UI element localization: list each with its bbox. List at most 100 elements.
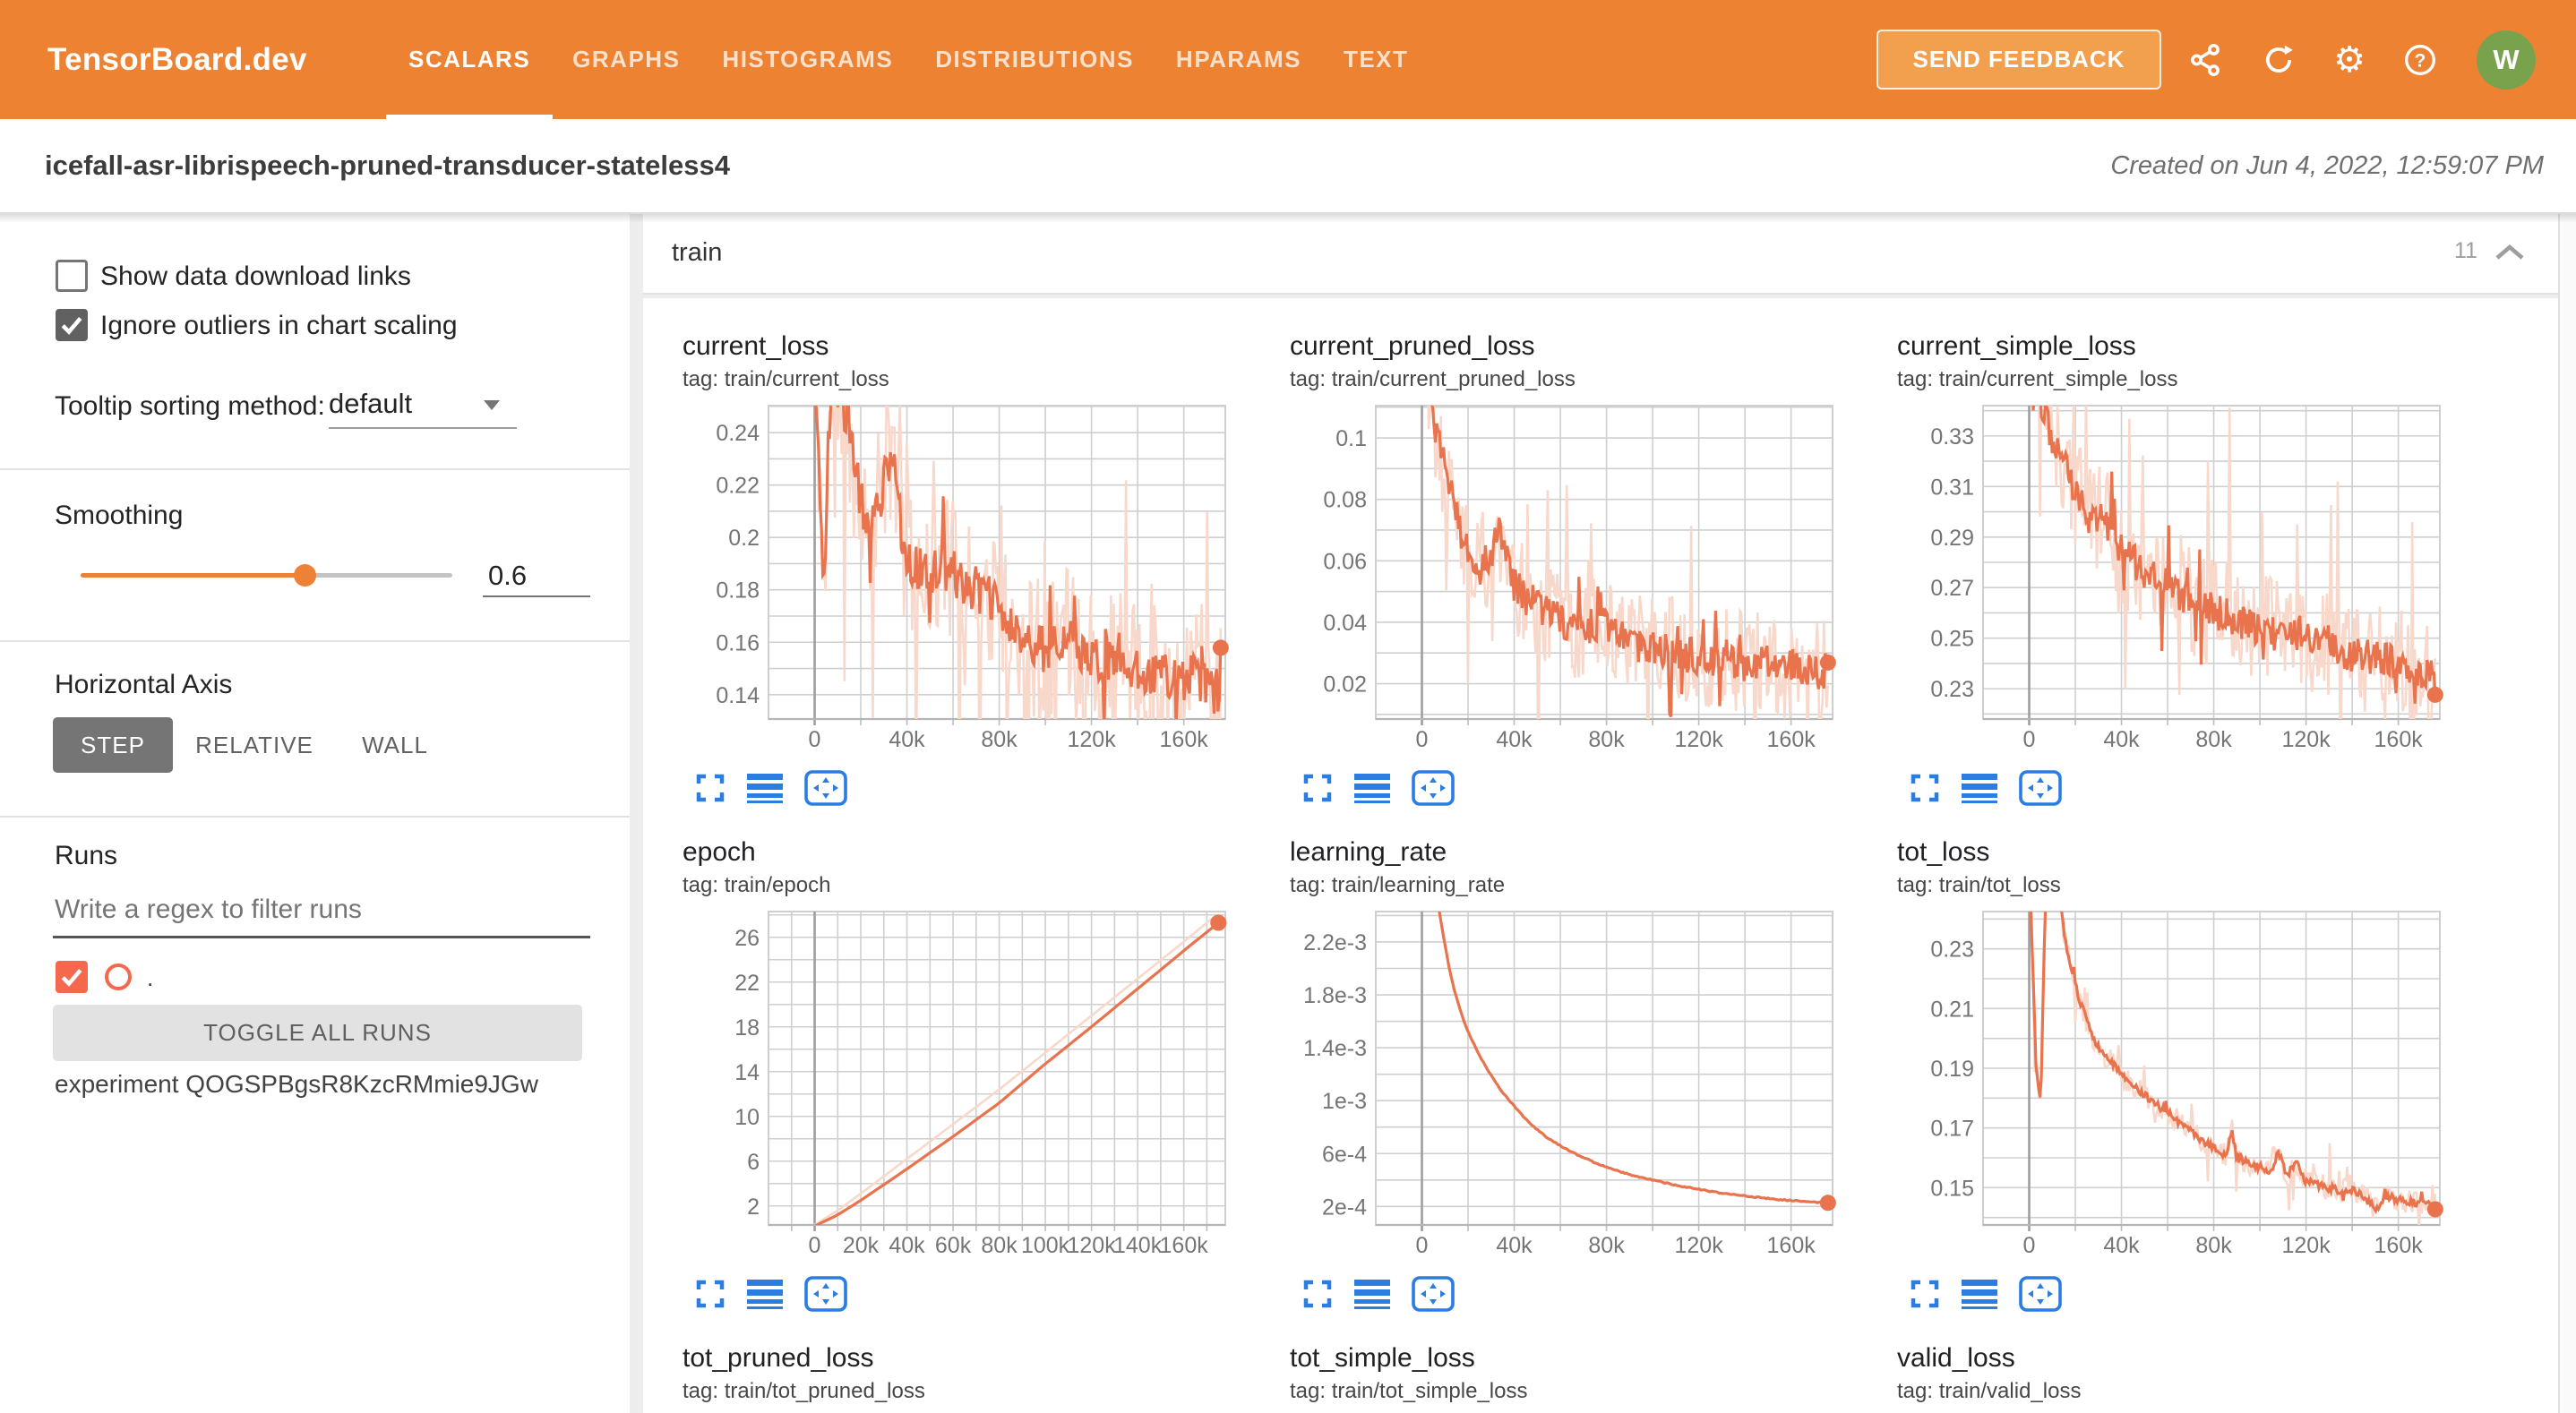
- share-icon[interactable]: [2188, 43, 2222, 77]
- toggle-all-runs-button[interactable]: TOGGLE ALL RUNS: [53, 1005, 582, 1061]
- svg-text:0.23: 0.23: [1930, 677, 1974, 702]
- haxis-wall-button[interactable]: WALL: [362, 731, 428, 758]
- svg-text:80k: 80k: [981, 1233, 1018, 1258]
- svg-text:0.23: 0.23: [1930, 938, 1974, 963]
- chart-toolbar: [1910, 768, 2062, 808]
- run-name: .: [147, 964, 154, 991]
- fit-domain-icon[interactable]: [804, 1276, 847, 1312]
- expand-chart-icon[interactable]: [1302, 1279, 1333, 1309]
- runs-label: Runs: [55, 841, 118, 870]
- svg-text:0.02: 0.02: [1323, 672, 1367, 698]
- data-table-icon[interactable]: [1354, 773, 1390, 803]
- svg-text:120k: 120k: [1067, 1233, 1116, 1258]
- data-table-icon[interactable]: [1354, 1279, 1390, 1309]
- tab-graphs[interactable]: GRAPHS: [572, 46, 681, 73]
- svg-text:0.16: 0.16: [716, 630, 760, 655]
- chart-card: current_loss tag: train/current_loss 0.2…: [683, 322, 1274, 824]
- collapse-chevron-icon[interactable]: [2494, 243, 2526, 267]
- data-table-icon[interactable]: [747, 773, 783, 803]
- fit-domain-icon[interactable]: [2019, 770, 2062, 806]
- svg-text:20k: 20k: [843, 1233, 880, 1258]
- chart-card: tot_pruned_loss tag: train/tot_pruned_lo…: [683, 1334, 1274, 1413]
- svg-text:0.29: 0.29: [1930, 526, 1974, 551]
- chart-card: current_pruned_loss tag: train/current_p…: [1290, 322, 1881, 824]
- chart-plot[interactable]: 2.2e-3 1.8e-3 1.4e-3 1e-3 6e-4 2e-4 0 40k 80k 120…: [1290, 903, 1877, 1264]
- svg-text:60k: 60k: [935, 1233, 972, 1258]
- smoothing-slider[interactable]: [81, 564, 452, 587]
- slider-knob[interactable]: [294, 564, 316, 587]
- tooltip-sorting-select[interactable]: default: [329, 388, 413, 419]
- run-color-swatch[interactable]: [105, 963, 132, 990]
- fit-domain-icon[interactable]: [1412, 770, 1455, 806]
- tab-hparams[interactable]: HPARAMS: [1175, 46, 1301, 73]
- fit-domain-icon[interactable]: [1412, 1276, 1455, 1312]
- chart-title: current_pruned_loss: [1290, 331, 1535, 361]
- svg-text:40k: 40k: [1496, 1233, 1533, 1258]
- tab-histograms[interactable]: HISTOGRAMS: [722, 46, 894, 73]
- chart-plot[interactable]: 0.24 0.22 0.2 0.18 0.16 0.14 0 40k 80k 120k 160k: [683, 397, 1270, 758]
- train-section-header[interactable]: train 11: [643, 212, 2558, 295]
- haxis-step-button[interactable]: STEP: [53, 717, 173, 773]
- smoothing-value[interactable]: 0.6: [488, 560, 528, 591]
- data-table-icon[interactable]: [1962, 773, 1997, 803]
- data-table-icon[interactable]: [747, 1279, 783, 1309]
- fit-domain-icon[interactable]: [804, 770, 847, 806]
- svg-text:40k: 40k: [2103, 1233, 2140, 1258]
- expand-chart-icon[interactable]: [1910, 773, 1940, 803]
- svg-text:0.15: 0.15: [1930, 1176, 1974, 1201]
- chart-title: tot_loss: [1897, 837, 1990, 867]
- help-icon[interactable]: ?: [2403, 43, 2437, 77]
- chart-title: valid_loss: [1897, 1343, 2015, 1373]
- svg-text:0.2: 0.2: [728, 526, 760, 551]
- tab-distributions[interactable]: DISTRIBUTIONS: [935, 46, 1134, 73]
- ignore-outliers-checkbox[interactable]: [56, 309, 88, 341]
- svg-text:18: 18: [734, 1015, 760, 1040]
- svg-text:1.8e-3: 1.8e-3: [1303, 983, 1367, 1008]
- svg-text:140k: 140k: [1113, 1233, 1163, 1258]
- nav-tabs: SCALARS GRAPHS HISTOGRAMS DISTRIBUTIONS …: [386, 0, 1409, 119]
- experiment-titlebar: icefall-asr-librispeech-pruned-transduce…: [0, 119, 2576, 214]
- svg-text:0: 0: [2023, 727, 2036, 752]
- svg-text:1e-3: 1e-3: [1322, 1089, 1367, 1114]
- divider: [0, 468, 630, 470]
- runs-filter-input[interactable]: [53, 895, 590, 938]
- expand-chart-icon[interactable]: [695, 773, 726, 803]
- data-table-icon[interactable]: [1962, 1279, 1997, 1309]
- svg-text:160k: 160k: [1767, 727, 1816, 752]
- svg-text:2.2e-3: 2.2e-3: [1303, 930, 1367, 955]
- send-feedback-button[interactable]: SEND FEEDBACK: [1876, 30, 2161, 90]
- expand-chart-icon[interactable]: [695, 1279, 726, 1309]
- settings-icon[interactable]: ⚙: [2333, 39, 2366, 81]
- chart-plot[interactable]: 0.1 0.08 0.06 0.04 0.02 0 40k 80k 120k 160k: [1290, 397, 1877, 758]
- chart-card: tot_simple_loss tag: train/tot_simple_lo…: [1290, 1334, 1881, 1413]
- chart-card: learning_rate tag: train/learning_rate 2…: [1290, 828, 1881, 1330]
- chart-plot[interactable]: 26 22 18 14 10 6 2 0 20k 40k 60k 80k 100k120k140k160…: [683, 903, 1270, 1264]
- chart-toolbar: [695, 1274, 847, 1314]
- scrollbar[interactable]: [2558, 212, 2576, 1413]
- chart-title: epoch: [683, 837, 756, 867]
- refresh-icon[interactable]: [2262, 43, 2296, 77]
- smoothing-value-underline: [483, 595, 590, 597]
- show-download-links-checkbox[interactable]: [56, 260, 88, 292]
- tab-scalars[interactable]: SCALARS: [386, 0, 554, 119]
- chart-plot[interactable]: 0.23 0.21 0.19 0.17 0.15 0 40k 80k 120k 160k: [1897, 903, 2485, 1264]
- svg-text:80k: 80k: [2195, 1233, 2232, 1258]
- expand-chart-icon[interactable]: [1910, 1279, 1940, 1309]
- divider: [0, 816, 630, 818]
- svg-text:160k: 160k: [1160, 1233, 1209, 1258]
- chart-toolbar: [1910, 1274, 2062, 1314]
- show-download-links-label: Show data download links: [100, 261, 411, 291]
- fit-domain-icon[interactable]: [2019, 1276, 2062, 1312]
- run-checkbox[interactable]: [56, 961, 88, 993]
- expand-chart-icon[interactable]: [1302, 773, 1333, 803]
- tab-text[interactable]: TEXT: [1343, 46, 1409, 73]
- chart-plot[interactable]: 0.33 0.31 0.29 0.27 0.25 0.23 0 40k 80k 120k 160k: [1897, 397, 2485, 758]
- chart-tag: tag: train/current_pruned_loss: [1290, 367, 1576, 391]
- svg-text:80k: 80k: [1588, 727, 1625, 752]
- avatar[interactable]: W: [2477, 30, 2536, 90]
- svg-text:80k: 80k: [1588, 1233, 1625, 1258]
- svg-text:2: 2: [747, 1195, 760, 1220]
- svg-text:6e-4: 6e-4: [1322, 1142, 1367, 1167]
- haxis-relative-button[interactable]: RELATIVE: [195, 731, 313, 758]
